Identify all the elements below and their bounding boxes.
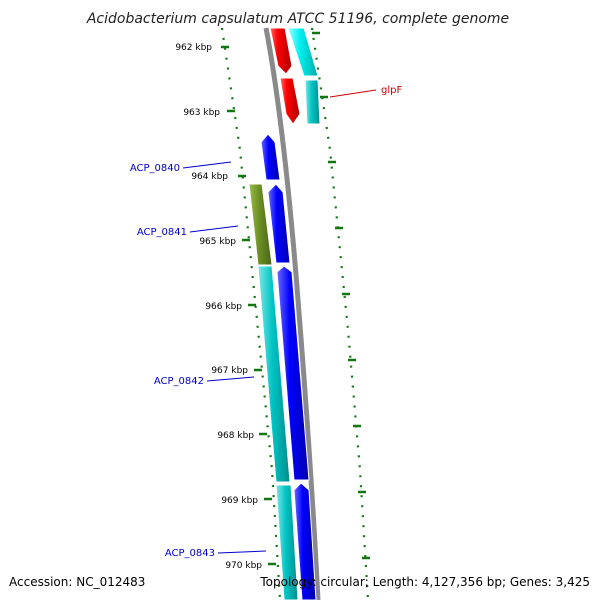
gene-label-ACP_0841[interactable]: ACP_0841 [137, 227, 187, 238]
kbp-label-966: 966 kbp [205, 302, 242, 312]
kbp-label-962: 962 kbp [175, 43, 212, 53]
accession-text: Accession: NC_012483 [9, 575, 145, 589]
gene-red-2[interactable] [279, 77, 301, 125]
gene-label-ACP_0843[interactable]: ACP_0843 [165, 548, 215, 559]
kbp-ticks [221, 45, 276, 566]
kbp-label-968: 968 kbp [217, 431, 254, 441]
genome-title: Acidobacterium capsulatum ATCC 51196, co… [86, 11, 509, 27]
gene-ACP_0841[interactable] [248, 183, 273, 266]
genome-backbone [263, 27, 321, 600]
gene-label-ACP_0842[interactable]: ACP_0842 [154, 376, 204, 387]
genome-summary-text: Topology: circular; Length: 4,127,356 bp… [259, 575, 590, 589]
kbp-label-965: 965 kbp [199, 237, 236, 247]
ACP_0843-leader-line [217, 550, 267, 554]
gene-ACP_0842-blue[interactable] [276, 265, 310, 481]
outer-dot-track [310, 27, 370, 600]
ACP_0840-leader-line [182, 161, 232, 169]
gene-label-ACP_0840[interactable]: ACP_0840 [130, 163, 180, 174]
ACP_0842-leader-line [206, 376, 255, 382]
gene-glpF-segment[interactable] [304, 79, 321, 125]
kbp-label-970: 970 kbp [225, 561, 262, 571]
gene-red-1[interactable] [269, 27, 293, 75]
kbp-label-969: 969 kbp [221, 496, 258, 506]
outer-ticks [312, 31, 370, 560]
gene-teal-2[interactable] [275, 484, 299, 600]
kbp-label-963: 963 kbp [183, 108, 220, 118]
kbp-label-967: 967 kbp [211, 366, 248, 376]
gene-cyan-forward-1[interactable] [287, 27, 319, 77]
gene-ACP_0840[interactable] [260, 133, 281, 181]
gene-blue-2[interactable] [267, 183, 291, 264]
gene-label-glpF[interactable]: glpF [381, 85, 402, 96]
kbp-label-964: 964 kbp [191, 172, 228, 182]
gene-ACP_0843-blue[interactable] [293, 482, 317, 600]
gene-teal-1[interactable] [257, 265, 291, 483]
glpF-leader-line [329, 89, 377, 98]
ACP_0841-leader-line [189, 225, 239, 233]
